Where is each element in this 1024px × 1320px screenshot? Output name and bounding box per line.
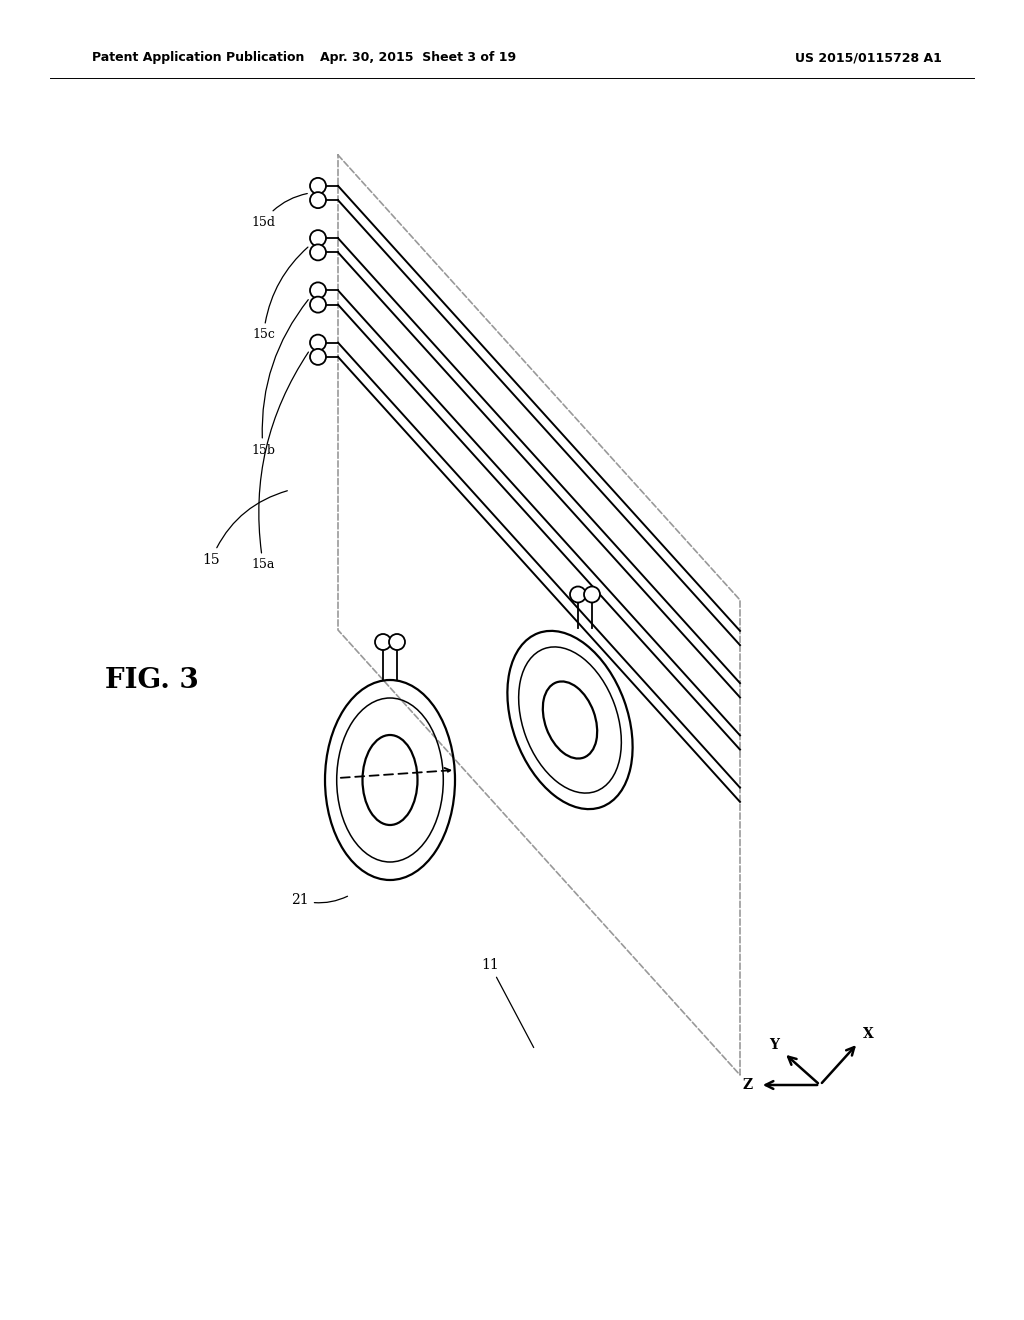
Text: 11: 11	[481, 958, 534, 1048]
Circle shape	[310, 297, 326, 313]
Text: 15a: 15a	[252, 352, 308, 572]
Circle shape	[584, 586, 600, 602]
Text: X: X	[862, 1027, 873, 1041]
Text: Y: Y	[769, 1038, 779, 1052]
Text: FIG. 3: FIG. 3	[105, 667, 199, 693]
Text: Patent Application Publication: Patent Application Publication	[92, 51, 304, 65]
Circle shape	[310, 230, 326, 246]
Text: Z: Z	[743, 1078, 753, 1092]
Circle shape	[310, 193, 326, 209]
Circle shape	[310, 348, 326, 364]
Text: 15b: 15b	[251, 300, 308, 457]
Text: 21: 21	[291, 894, 347, 907]
Circle shape	[389, 634, 406, 649]
Circle shape	[375, 634, 391, 649]
Text: 15: 15	[203, 491, 288, 568]
Text: 15c: 15c	[252, 247, 308, 342]
Circle shape	[310, 335, 326, 351]
Circle shape	[310, 282, 326, 298]
Text: US 2015/0115728 A1: US 2015/0115728 A1	[795, 51, 941, 65]
Circle shape	[310, 178, 326, 194]
Text: Apr. 30, 2015  Sheet 3 of 19: Apr. 30, 2015 Sheet 3 of 19	[319, 51, 516, 65]
Circle shape	[570, 586, 586, 602]
Circle shape	[310, 244, 326, 260]
Text: 15d: 15d	[251, 194, 307, 228]
